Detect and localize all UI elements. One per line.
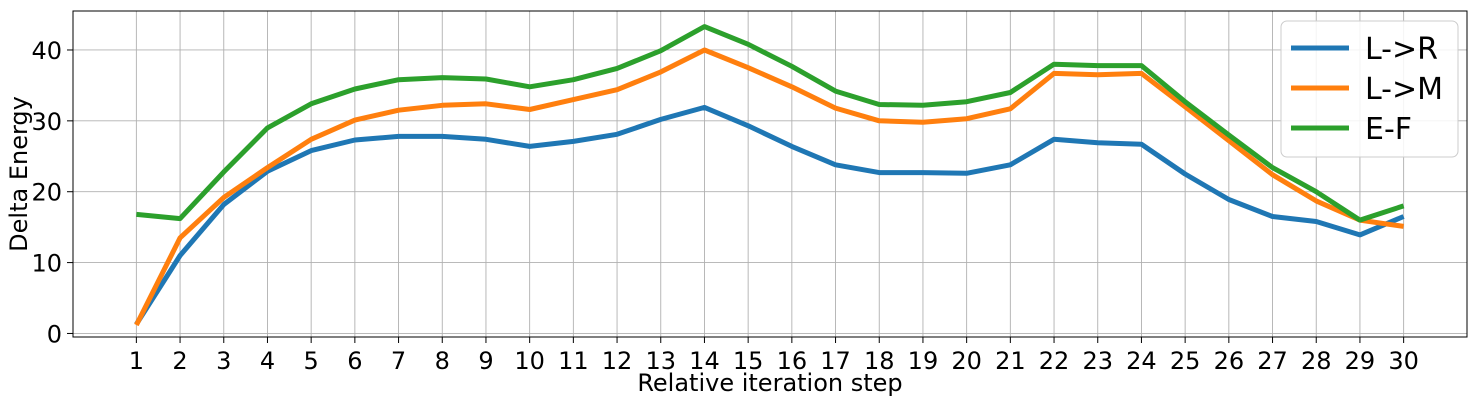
x-tick-label: 2 xyxy=(172,347,187,375)
grid-lines xyxy=(73,11,1467,337)
x-tick-label: 28 xyxy=(1301,347,1332,375)
x-tick-label: 11 xyxy=(558,347,589,375)
x-tick-label: 30 xyxy=(1388,347,1419,375)
x-tick-label: 16 xyxy=(777,347,808,375)
x-tick-label: 6 xyxy=(347,347,362,375)
x-tick-label: 24 xyxy=(1126,347,1157,375)
series-lines xyxy=(134,24,1405,327)
x-tick-label: 26 xyxy=(1214,347,1245,375)
x-tick-label: 19 xyxy=(908,347,939,375)
legend-box xyxy=(1280,20,1459,158)
y-tick-label: 10 xyxy=(31,250,62,278)
y-tick-label: 0 xyxy=(47,320,62,348)
series-line-2 xyxy=(134,47,1404,327)
x-tick-label: 23 xyxy=(1082,347,1113,375)
x-tick-label: 21 xyxy=(995,347,1026,375)
x-tick-label: 20 xyxy=(951,347,982,375)
x-axis-ticks: 1 2 3 4 5 6 7 8 9 10 11 12 13 14 15 16 17 18 19 20 21 22 23 24 2… xyxy=(129,337,1419,375)
x-tick-label: 14 xyxy=(689,347,720,375)
x-tick-label: 4 xyxy=(260,347,275,375)
x-tick-label: 29 xyxy=(1345,347,1376,375)
x-tick-label: 8 xyxy=(435,347,450,375)
x-tick-label: 25 xyxy=(1170,347,1201,375)
x-tick-label: 7 xyxy=(391,347,406,375)
y-tick-label: 30 xyxy=(31,108,62,136)
x-tick-label: 13 xyxy=(645,347,676,375)
legend-label-3: E-F xyxy=(1365,112,1412,147)
y-tick-label: 20 xyxy=(31,179,62,207)
series-line-1 xyxy=(134,104,1405,326)
x-tick-label: 18 xyxy=(864,347,895,375)
x-axis-title: Relative iteration step xyxy=(637,369,902,397)
series-line-3 xyxy=(136,24,1405,223)
x-tick-label: 9 xyxy=(478,347,493,375)
x-tick-label: 3 xyxy=(216,347,231,375)
x-tick-label: 15 xyxy=(733,347,764,375)
legend-label-1: L->R xyxy=(1365,32,1438,67)
legend-label-2: L->M xyxy=(1365,72,1443,107)
x-tick-label: 12 xyxy=(602,347,633,375)
x-tick-label: 5 xyxy=(304,347,319,375)
y-tick-label: 40 xyxy=(31,37,62,65)
x-tick-label: 1 xyxy=(129,347,144,375)
plot-area-frame xyxy=(72,10,1468,338)
x-tick-label: 27 xyxy=(1257,347,1288,375)
y-axis-ticks: 0 10 20 30 40 xyxy=(31,37,73,348)
y-axis-title: Delta Energy xyxy=(5,96,33,252)
x-tick-label: 22 xyxy=(1039,347,1070,375)
legend: L->R L->M E-F xyxy=(1280,20,1459,158)
x-tick-label: 17 xyxy=(820,347,851,375)
x-tick-label: 10 xyxy=(514,347,545,375)
